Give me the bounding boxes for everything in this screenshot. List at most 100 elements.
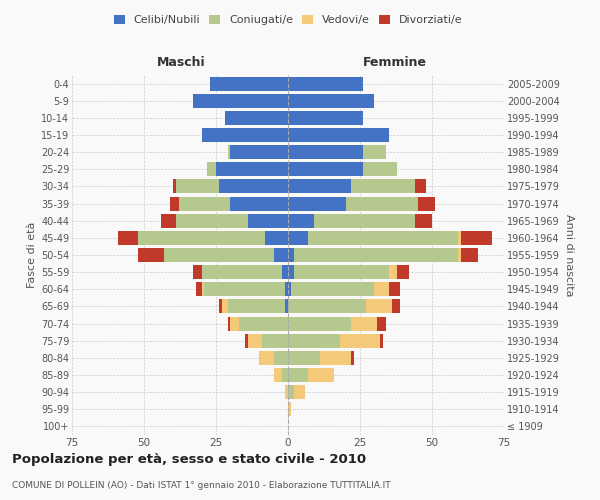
Text: Maschi: Maschi xyxy=(157,56,206,69)
Y-axis label: Fasce di età: Fasce di età xyxy=(26,222,37,288)
Bar xyxy=(265,231,288,245)
Bar xyxy=(196,282,202,296)
Bar xyxy=(285,300,288,314)
Bar xyxy=(389,265,397,279)
Bar xyxy=(288,94,374,108)
Bar xyxy=(230,196,288,210)
Bar xyxy=(461,231,493,245)
Bar xyxy=(288,231,308,245)
Bar xyxy=(288,368,308,382)
Bar xyxy=(208,162,216,176)
Bar xyxy=(352,316,377,330)
Bar xyxy=(176,180,219,194)
Bar xyxy=(352,351,354,365)
Bar xyxy=(230,316,239,330)
Bar xyxy=(248,334,262,347)
Bar xyxy=(161,214,176,228)
Bar xyxy=(288,180,352,194)
Bar xyxy=(288,111,363,125)
Bar xyxy=(118,231,138,245)
Bar xyxy=(245,334,248,347)
Bar xyxy=(288,128,389,142)
Bar xyxy=(288,76,363,90)
Bar xyxy=(205,282,285,296)
Bar xyxy=(248,214,288,228)
Bar xyxy=(164,248,274,262)
Bar xyxy=(415,214,432,228)
Bar xyxy=(202,265,282,279)
Bar xyxy=(282,265,288,279)
Bar xyxy=(210,76,288,90)
Bar xyxy=(274,351,288,365)
Bar xyxy=(227,300,285,314)
Bar xyxy=(193,94,288,108)
Bar xyxy=(294,248,458,262)
Bar xyxy=(461,248,478,262)
Bar xyxy=(288,265,294,279)
Bar xyxy=(288,162,363,176)
Bar xyxy=(392,300,400,314)
Bar xyxy=(418,196,435,210)
Bar xyxy=(219,300,222,314)
Bar xyxy=(288,196,346,210)
Bar xyxy=(170,196,179,210)
Text: COMUNE DI POLLEIN (AO) - Dati ISTAT 1° gennaio 2010 - Elaborazione TUTTITALIA.IT: COMUNE DI POLLEIN (AO) - Dati ISTAT 1° g… xyxy=(12,480,391,490)
Bar xyxy=(374,282,389,296)
Bar xyxy=(224,111,288,125)
Bar xyxy=(458,231,461,245)
Bar xyxy=(346,196,418,210)
Bar xyxy=(202,282,205,296)
Bar xyxy=(227,145,230,159)
Bar xyxy=(262,334,288,347)
Bar xyxy=(314,214,415,228)
Bar xyxy=(308,368,334,382)
Bar xyxy=(458,248,461,262)
Bar xyxy=(288,145,363,159)
Bar xyxy=(380,334,383,347)
Bar xyxy=(352,180,415,194)
Bar xyxy=(288,214,314,228)
Bar xyxy=(219,180,288,194)
Bar xyxy=(193,265,202,279)
Bar xyxy=(138,248,164,262)
Bar xyxy=(227,316,230,330)
Bar xyxy=(179,196,230,210)
Bar xyxy=(274,368,282,382)
Bar xyxy=(259,351,274,365)
Bar xyxy=(288,402,291,416)
Bar xyxy=(363,162,397,176)
Bar xyxy=(288,385,294,399)
Bar xyxy=(285,282,288,296)
Bar xyxy=(282,368,288,382)
Y-axis label: Anni di nascita: Anni di nascita xyxy=(564,214,574,296)
Bar xyxy=(288,351,320,365)
Bar xyxy=(291,282,374,296)
Bar xyxy=(216,162,288,176)
Bar xyxy=(389,282,400,296)
Bar xyxy=(288,316,352,330)
Bar xyxy=(173,180,176,194)
Text: Popolazione per età, sesso e stato civile - 2010: Popolazione per età, sesso e stato civil… xyxy=(12,452,366,466)
Bar xyxy=(230,145,288,159)
Bar xyxy=(294,385,305,399)
Bar xyxy=(176,214,248,228)
Text: Femmine: Femmine xyxy=(363,56,427,69)
Bar xyxy=(138,231,265,245)
Bar xyxy=(340,334,380,347)
Legend: Celibi/Nubili, Coniugati/e, Vedovi/e, Divorziati/e: Celibi/Nubili, Coniugati/e, Vedovi/e, Di… xyxy=(109,10,467,30)
Bar xyxy=(397,265,409,279)
Bar xyxy=(366,300,392,314)
Bar xyxy=(308,231,458,245)
Bar xyxy=(320,351,352,365)
Bar xyxy=(239,316,288,330)
Bar xyxy=(274,248,288,262)
Bar xyxy=(288,248,294,262)
Bar xyxy=(285,385,288,399)
Bar xyxy=(415,180,426,194)
Bar xyxy=(288,300,366,314)
Bar xyxy=(288,282,291,296)
Bar xyxy=(288,334,340,347)
Bar xyxy=(294,265,389,279)
Bar xyxy=(222,300,227,314)
Bar xyxy=(377,316,386,330)
